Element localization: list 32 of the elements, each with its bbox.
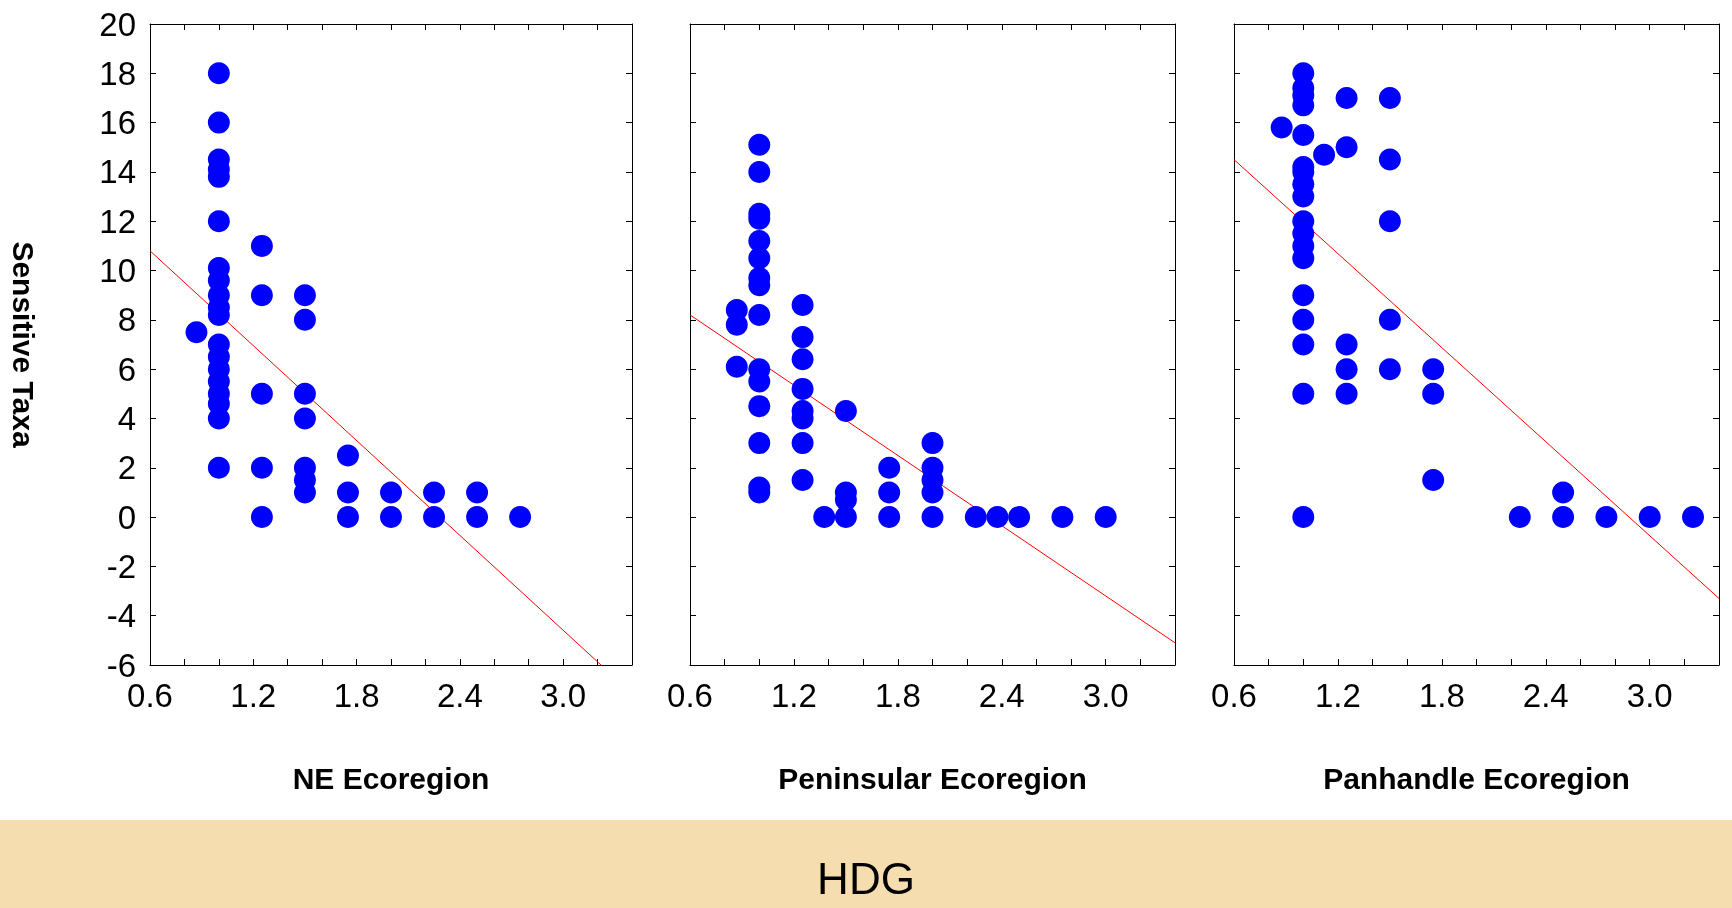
y-tick-label: -4 (106, 597, 136, 635)
x-tick-label: 2.4 (978, 677, 1025, 714)
text: HDG (817, 854, 915, 904)
y-tick-label: 16 (99, 104, 136, 142)
x-tick-label: 1.8 (333, 677, 380, 714)
y-tick-label: 4 (117, 399, 136, 437)
x-axis-title: Peninsular Ecoregion (778, 761, 1087, 795)
x-tick-label: 1.2 (770, 677, 817, 714)
x-tick-label: 2.4 (1522, 677, 1569, 714)
y-tick-label: 8 (117, 301, 136, 339)
y-tick-label: 10 (99, 252, 136, 290)
y-tick-label: 18 (99, 54, 136, 92)
x-tick-label: 1.2 (1314, 677, 1361, 714)
y-tick-label: 12 (99, 202, 136, 240)
y-tick-label: 2 (117, 449, 136, 487)
y-tick-label: -2 (106, 547, 136, 585)
x-tick-label: 1.8 (1418, 677, 1465, 714)
x-tick-label: 1.2 (230, 677, 277, 714)
x-tick-label: 3.0 (540, 677, 587, 714)
x-axis-title: NE Ecoregion (292, 761, 490, 795)
x-tick-label: 3.0 (1626, 677, 1673, 714)
y-tick-label: 6 (117, 350, 136, 388)
y-tick-label: 14 (99, 153, 136, 191)
x-axis-title: Panhandle Ecoregion (1323, 761, 1630, 795)
y-axis-title: Sensitive Taxa (6, 241, 40, 448)
y-tick-label: 20 (99, 5, 136, 43)
y-tick-label: 0 (117, 498, 136, 536)
x-tick-label: 0.6 (667, 677, 713, 714)
x-tick-label: 3.0 (1082, 677, 1129, 714)
x-tick-label: 1.8 (874, 677, 921, 714)
x-tick-label: 2.4 (436, 677, 483, 714)
x-tick-label: 0.6 (1211, 677, 1257, 714)
